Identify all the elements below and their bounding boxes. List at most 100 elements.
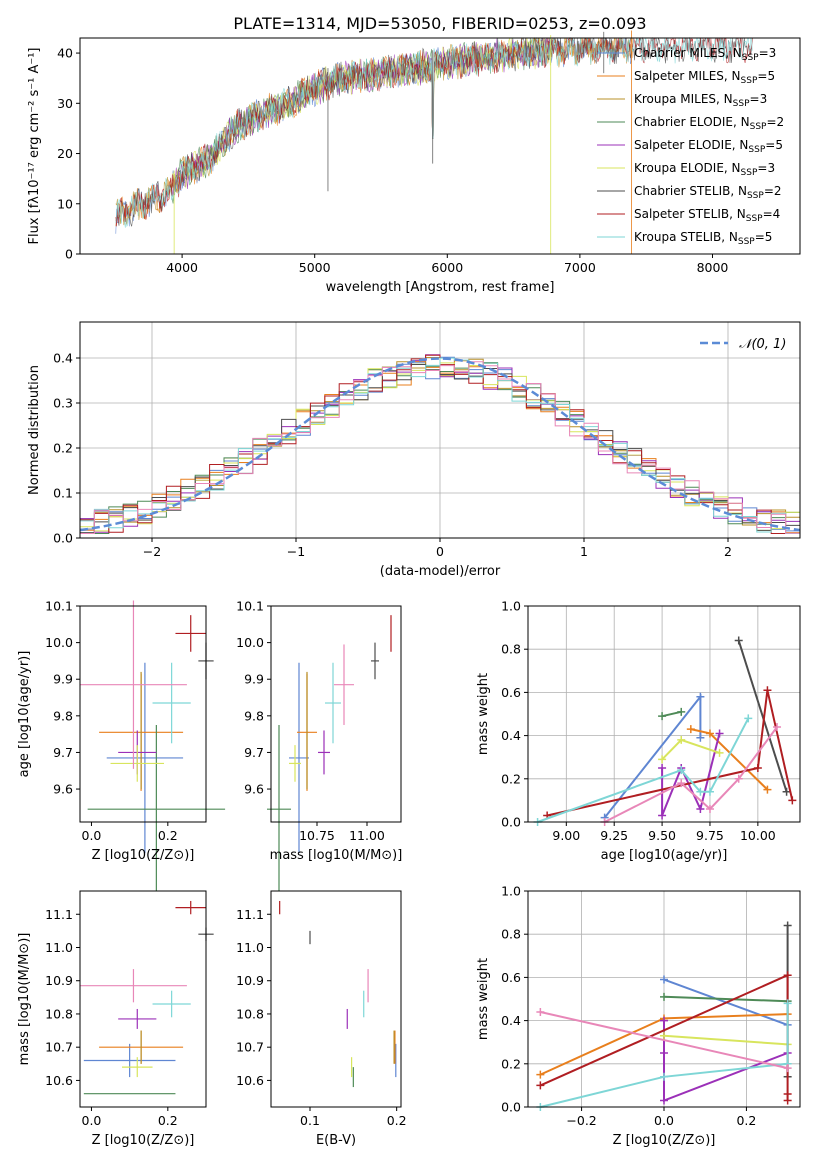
weight-marker [715, 729, 724, 738]
y-tick-label: 0.6 [501, 970, 521, 985]
x-tick-label: 0.0 [82, 1113, 102, 1128]
y-tick-label: 9.6 [244, 782, 264, 797]
legend-entry: Salpeter STELIB, NSSP=4 [634, 207, 780, 224]
weight-marker [734, 774, 743, 783]
plot-area [80, 891, 206, 1107]
weight-marker [705, 787, 714, 796]
legend-suffix: =2 [766, 115, 784, 129]
weight-marker [686, 725, 695, 734]
x-tick-label: 8000 [697, 260, 729, 275]
x-tick-label: 7000 [564, 260, 596, 275]
weight-marker [660, 992, 668, 1001]
x-axis-label: mass [log10(M/M⊙)] [270, 848, 403, 863]
legend-subscript: SSP [742, 53, 759, 63]
x-tick-label: 10.00 [740, 828, 776, 843]
x-tick-label: −2 [143, 544, 161, 559]
x-axis-label: (data-model)/error [380, 564, 501, 579]
y-tick-label: 9.7 [244, 745, 264, 760]
y-tick-label: 11.0 [236, 940, 264, 955]
y-tick-label: 0.8 [501, 927, 521, 942]
y-axis-label: mass [log10(M/M⊙)] [17, 933, 32, 1066]
y-tick-label: 0.2 [53, 441, 73, 456]
legend-entry: Kroupa STELIB, NSSP=5 [634, 230, 772, 247]
y-tick-label: 10.6 [236, 1073, 264, 1088]
axes-frame [79, 605, 207, 823]
x-tick-label: 5000 [299, 260, 331, 275]
weight-marker [696, 787, 705, 796]
x-tick-label: 0.2 [736, 1113, 756, 1128]
axes-frame [270, 890, 402, 1108]
panels: 4000 5000 6000 7000 8000010203040wavelength … [17, 30, 801, 1148]
y-tick-label: 1.0 [501, 599, 521, 614]
weight-marker [783, 1064, 792, 1073]
y-tick-label: 0.0 [501, 815, 521, 830]
weight-marker [783, 1096, 792, 1105]
legend-entry: 𝒩(0, 1) [739, 337, 786, 352]
legend-entry: Kroupa ELODIE, NSSP=3 [634, 161, 775, 178]
legend-entry: Chabrier MILES, NSSP=3 [634, 46, 776, 63]
x-tick-label: 0 [436, 544, 444, 559]
weight-marker [677, 779, 686, 788]
y-tick-label: 9.9 [244, 672, 264, 687]
y-tick-label: 9.9 [53, 672, 73, 687]
weight-marker [773, 722, 782, 731]
y-tick-label: 0.2 [501, 771, 521, 786]
y-tick-label: 0.6 [501, 685, 521, 700]
weight-marker [705, 805, 714, 814]
y-tick-label: 10.8 [45, 1006, 73, 1021]
weight-line [540, 1011, 788, 1070]
weight-marker [782, 787, 791, 796]
legend-suffix: =5 [757, 69, 775, 83]
x-tick-label: 9.50 [648, 828, 676, 843]
y-tick-label: 0.0 [53, 531, 73, 546]
y-tick-label: 0.4 [501, 728, 521, 743]
weight-marker [658, 811, 667, 820]
legend-subscript: SSP [747, 191, 764, 201]
weight-marker [660, 1096, 668, 1105]
weight-line [663, 995, 788, 1003]
panel-residuals: −2 −1 0 1 2 0.0 0.1 0.2 0.3 0.4 (data-model)/error… [27, 321, 801, 579]
weight-marker [658, 712, 667, 721]
weight-marker [658, 755, 667, 764]
y-axis-label: mass weight [476, 958, 491, 1040]
x-axis-label: Z [log10(Z/Z⊙)] [92, 1133, 195, 1148]
legend-suffix: =2 [764, 184, 782, 198]
weight-marker [536, 1007, 545, 1016]
y-tick-label: 10.1 [236, 599, 264, 614]
x-tick-label: 11.00 [349, 828, 385, 843]
axes-frame [79, 37, 801, 255]
y-tick-label: 11.1 [45, 907, 73, 922]
weight-marker [660, 975, 668, 984]
x-tick-label: 0.2 [158, 828, 178, 843]
y-tick-label: 10.7 [236, 1040, 264, 1055]
x-axis-label: age [log10(age/yr)] [601, 848, 728, 863]
panel-weights-vs-age: 9.00 9.25 9.50 9.75 10.00 0.0 0.2 0.4 0.6 0.8 1.0 a… [476, 599, 801, 863]
data-layer [79, 354, 801, 534]
y-axis-label: mass weight [476, 673, 491, 755]
panel-mass-vs-Z: 0.0 0.2 10.6 10.7 10.8 10.9 11.0 11.1 Z [log10(Z… [17, 890, 214, 1148]
y-tick-label: 9.8 [244, 708, 264, 723]
y-tick-label: 10.0 [45, 635, 73, 650]
x-tick-label: −1 [287, 544, 305, 559]
legend-suffix: =4 [763, 207, 781, 221]
legend-subscript: SSP [746, 214, 763, 224]
x-axis-label: Z [log10(Z/Z⊙)] [92, 848, 195, 863]
legend-entry: Salpeter ELODIE, NSSP=5 [634, 138, 783, 155]
y-tick-label: 0.0 [501, 1100, 521, 1115]
panel-age-vs-Z: 0.0 0.2 9.6 9.7 9.8 9.9 10.0 10.1 Z [log10(Z/Z⊙)… [17, 599, 226, 894]
weight-marker [660, 1016, 668, 1025]
legend-suffix: =3 [759, 46, 777, 60]
weight-marker [734, 636, 743, 645]
plot-area [271, 891, 401, 1107]
histogram-series [80, 364, 800, 534]
data-layer [533, 636, 797, 826]
y-axis-label: Flux [fλ10⁻¹⁷ erg cm⁻² s⁻¹ A⁻¹] [27, 48, 42, 245]
data-layer [267, 615, 392, 894]
legend-suffix: =3 [750, 92, 768, 106]
y-tick-label: 9.6 [53, 782, 73, 797]
y-tick-label: 0 [65, 247, 73, 262]
legend-subscript: SSP [738, 237, 755, 247]
y-tick-label: 10.0 [236, 635, 264, 650]
legend-suffix: =5 [755, 230, 773, 244]
weight-marker [677, 735, 686, 744]
